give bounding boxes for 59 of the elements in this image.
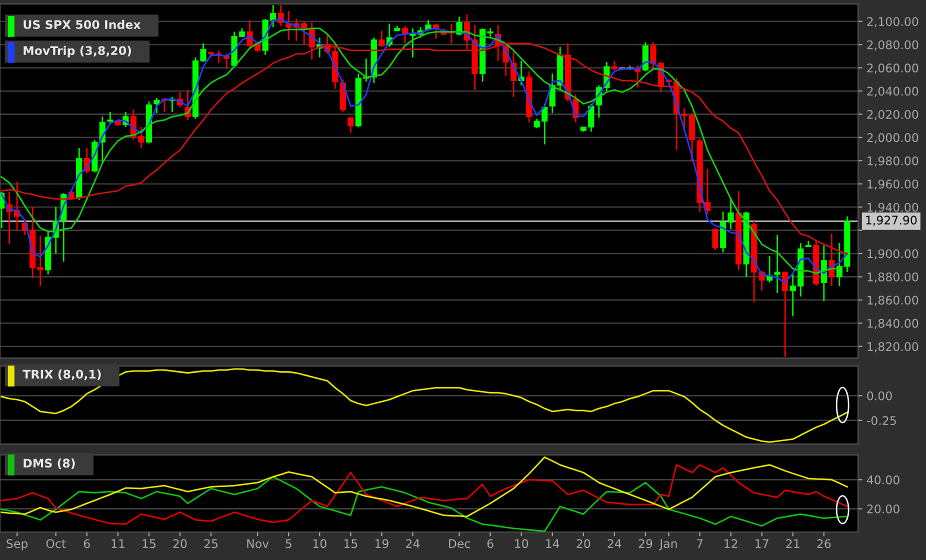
y-tick-label: 1,980.00: [868, 156, 918, 167]
y-tick-label: 1,900.00: [868, 249, 918, 260]
candlestick: [348, 117, 354, 134]
y-tick-label: 2,040.00: [867, 86, 918, 97]
x-tick-label: Nov: [247, 539, 269, 548]
x-tick-label: 7: [696, 539, 703, 548]
x-tick-label: 20: [173, 539, 187, 548]
x-tick-label: 15: [344, 539, 358, 548]
legend-label: MovTrip (3,8,20): [24, 46, 131, 58]
x-tick-label: 29: [638, 539, 652, 548]
y-tick-label: -0.25: [866, 416, 896, 426]
x-tick-label: 15: [142, 539, 156, 548]
x-tick-label: 24: [406, 539, 420, 548]
candlestick: [107, 111, 114, 124]
x-tick-label: 21: [786, 539, 800, 548]
candlestick: [712, 228, 718, 251]
x-tick-label: 10: [515, 539, 528, 548]
y-tick-label: 1,960.00: [868, 180, 918, 190]
x-tick-label: Dec: [449, 539, 470, 548]
y-tick-label: 1,840.00: [868, 318, 918, 330]
ref-line-label: 1,927.90: [866, 216, 917, 226]
y-tick-label: 2,000.00: [867, 133, 918, 144]
y-tick-label: 2,100.00: [867, 17, 918, 28]
candlestick: [611, 60, 618, 71]
x-tick-label: 19: [375, 539, 388, 548]
x-tick-label: 17: [756, 539, 768, 548]
x-tick-label: 24: [608, 539, 622, 548]
y-tick-label: 1,860.00: [868, 296, 918, 306]
x-tick-label: 11: [112, 539, 124, 548]
x-tick-label: 20: [576, 539, 590, 548]
y-tick-label: 1,820.00: [868, 342, 918, 352]
x-tick-label: 14: [546, 539, 560, 548]
x-tick-label: Oct: [46, 539, 66, 548]
x-tick-label: 6: [487, 539, 494, 548]
y-tick-label: 2,020.00: [867, 110, 918, 120]
y-tick-label: 0.00: [867, 391, 892, 400]
x-tick-label: 26: [817, 539, 831, 548]
legend-label: DMS (8): [24, 458, 75, 469]
y-tick-label: 2,060.00: [867, 64, 918, 74]
legend-label: TRIX (8,0,1): [22, 370, 101, 380]
x-tick-label: 12: [724, 539, 738, 548]
y-tick-label: 40.00: [866, 475, 900, 484]
x-tick-label: 5: [286, 539, 292, 548]
y-tick-label: 2,080.00: [867, 40, 918, 50]
candlestick: [774, 234, 780, 294]
y-tick-label: 20.00: [867, 504, 900, 514]
y-tick-label: 1,880.00: [868, 272, 918, 283]
line-series: [0, 476, 848, 532]
legend-label: US SPX 500 Index: [24, 20, 141, 30]
x-tick-label: 6: [84, 539, 90, 548]
candlestick: [37, 235, 44, 287]
line-series: [0, 456, 848, 518]
y-tick-label: 1,940.00: [868, 202, 918, 213]
x-tick-label: Jan: [659, 539, 677, 550]
x-tick-label: 25: [204, 539, 218, 548]
candlestick: [154, 97, 160, 114]
x-tick-label: 10: [313, 539, 326, 548]
candlestick: [378, 30, 385, 48]
x-tick-label: Sep: [6, 539, 28, 550]
